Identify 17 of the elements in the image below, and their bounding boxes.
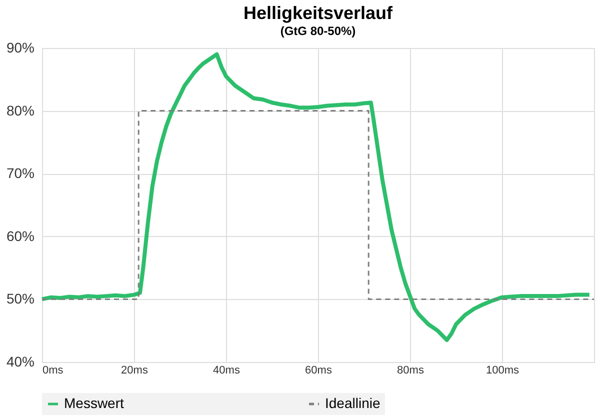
x-tick-label: 20ms: [121, 364, 148, 376]
y-tick-label: 50%: [6, 290, 34, 307]
x-tick-label: 0ms: [42, 364, 64, 376]
line-series: [40, 52, 592, 342]
y-tick-label: 40%: [6, 354, 34, 370]
y-tick-label: 70%: [6, 165, 34, 182]
y-tick-label: 80%: [6, 102, 34, 118]
y-tick-label: 60%: [6, 228, 34, 244]
chart-title: Helligkeitsverlauf: [243, 3, 394, 23]
legend-label: Messwert: [64, 395, 124, 411]
y-tick-label: 90%: [6, 40, 34, 56]
chart-subtitle: (GtG 80-50%): [280, 24, 356, 38]
x-tick-label: 40ms: [213, 364, 240, 376]
x-tick-label: 60ms: [305, 364, 332, 376]
x-tick-label: 100ms: [486, 364, 520, 376]
x-tick-label: 80ms: [397, 364, 424, 376]
legend-label: Ideallinie: [325, 395, 380, 411]
